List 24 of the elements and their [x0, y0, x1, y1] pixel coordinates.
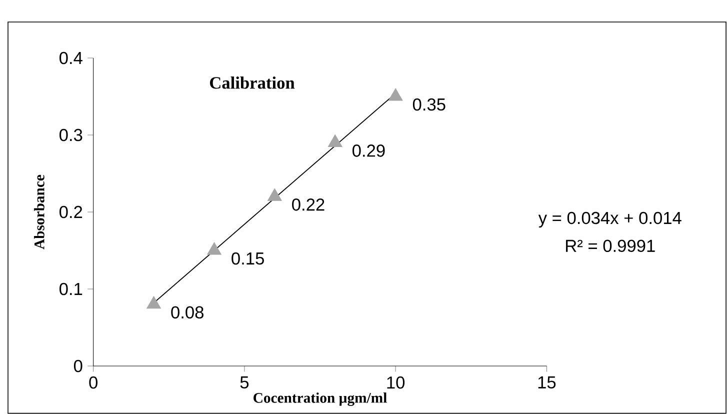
data-label: 0.29: [352, 144, 385, 157]
point: [207, 242, 222, 255]
text: Calibration: [210, 76, 295, 89]
data-label: 0.35: [412, 98, 446, 111]
y-axis-title: Absorbance: [34, 174, 44, 250]
data-label: 0.15: [232, 252, 264, 265]
text: R² = 0.9991: [566, 240, 655, 252]
data-label: 0.22: [292, 198, 324, 211]
point: [146, 296, 161, 309]
x-tick-label: 5: [240, 376, 249, 388]
point: [328, 134, 342, 147]
annotation: y = 0.034x + 0.014: [538, 212, 682, 228]
x-tick-label: 10: [387, 376, 405, 389]
y-tick-label: 0.3: [60, 128, 82, 142]
x-axis-title: Cocentration µgm/ml: [254, 392, 387, 406]
y-tick-label: 0: [74, 360, 82, 372]
point: [388, 88, 403, 101]
x-tick-label: 0: [89, 376, 98, 389]
y-tick-label: 0.4: [60, 52, 82, 64]
y-tick-label: 0.1: [60, 282, 82, 296]
x-tick-label: 15: [538, 376, 556, 388]
point: [267, 188, 282, 201]
data-label: 0.08: [171, 306, 204, 319]
y-tick-label: 0.2: [60, 206, 82, 218]
